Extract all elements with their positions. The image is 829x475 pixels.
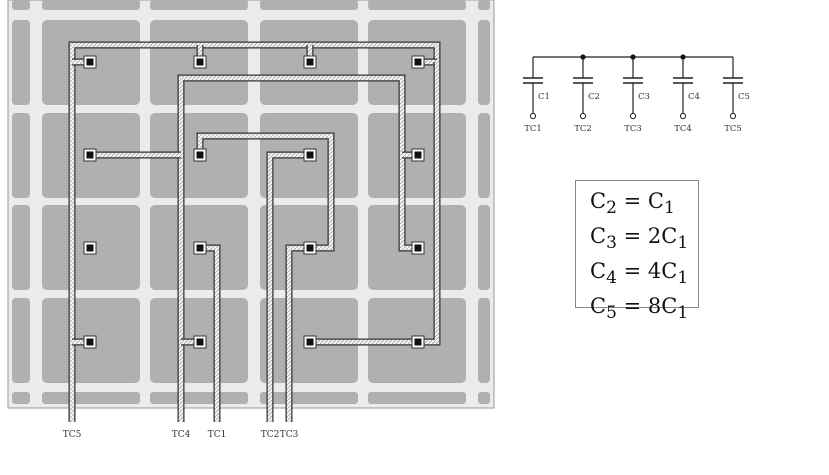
contact-via xyxy=(196,338,204,346)
contact-via xyxy=(306,338,314,346)
edge-cell xyxy=(150,392,248,404)
terminal-pin xyxy=(529,112,537,120)
edge-cell xyxy=(478,298,490,383)
terminal-label-tc5: TC5 xyxy=(724,124,742,134)
terminal-pin xyxy=(579,112,587,120)
wire xyxy=(69,42,440,422)
terminal-label-tc3: TC3 xyxy=(624,124,642,134)
edge-cell xyxy=(42,392,140,404)
edge-cell xyxy=(12,205,30,290)
wire xyxy=(267,152,310,422)
contact-via xyxy=(414,58,422,66)
terminal-label-tc1: TC1 xyxy=(524,124,542,134)
edge-cell xyxy=(12,113,30,198)
contact-via xyxy=(306,151,314,159)
edge-cell xyxy=(12,392,30,404)
cap-label-c1: C1 xyxy=(538,92,550,102)
ratio-equation: C4 = 4C1 xyxy=(590,259,689,288)
cap-label-c3: C3 xyxy=(638,92,650,102)
ratio-equation: C5 = 8C1 xyxy=(590,294,689,323)
contact-via xyxy=(414,244,422,252)
terminal-pin xyxy=(629,112,637,120)
edge-cell xyxy=(12,0,30,10)
contact-via xyxy=(86,338,94,346)
contact-via xyxy=(196,151,204,159)
wire xyxy=(310,62,440,345)
edge-cell xyxy=(12,20,30,105)
wire xyxy=(178,75,418,422)
contact-via xyxy=(414,151,422,159)
wire xyxy=(197,133,334,251)
ratio-equation: C3 = 2C1 xyxy=(590,224,689,253)
contact-via xyxy=(86,151,94,159)
cell-contacts xyxy=(83,55,425,349)
contact-via xyxy=(306,58,314,66)
edge-cell xyxy=(478,113,490,198)
edge-cell xyxy=(368,392,466,404)
terminal-label-tc5: TC5 xyxy=(63,430,82,440)
contact-via xyxy=(306,244,314,252)
terminal-label-tc1: TC1 xyxy=(208,430,227,440)
terminal-label-tc2: TC2 xyxy=(574,124,592,134)
wire xyxy=(286,245,310,422)
capacitor-schematic: C1 TC1 C2 TC2 C3 TC3 C4 TC4 C5 TC5 xyxy=(523,54,750,134)
edge-cell xyxy=(12,298,30,383)
edge-cell xyxy=(478,392,490,404)
edge-cell xyxy=(260,392,358,404)
edge-cell xyxy=(478,20,490,105)
edge-cell xyxy=(42,0,140,10)
contact-via xyxy=(196,58,204,66)
contact-via xyxy=(86,244,94,252)
edge-cell xyxy=(478,0,490,10)
terminal-pin xyxy=(729,112,737,120)
cap-label-c5: C5 xyxy=(738,92,750,102)
terminal-label-tc4: TC4 xyxy=(172,430,191,440)
terminal-label-tc4: TC4 xyxy=(674,124,692,134)
routing-wires xyxy=(68,41,441,422)
edge-cell xyxy=(260,0,358,10)
contact-via xyxy=(414,338,422,346)
edge-cell xyxy=(478,205,490,290)
contact-via xyxy=(86,58,94,66)
terminal-label-tc3: TC3 xyxy=(280,430,299,440)
ratio-equation: C2 = C1 xyxy=(590,189,675,218)
cap-label-c4: C4 xyxy=(688,92,700,102)
terminal-pin xyxy=(679,112,687,120)
contact-via xyxy=(196,244,204,252)
edge-cell xyxy=(368,0,466,10)
edge-cell xyxy=(150,0,248,10)
cap-label-c2: C2 xyxy=(588,92,600,102)
ratio-equations-box: C2 = C1 C3 = 2C1 C4 = 4C1 C5 = 8C1 xyxy=(575,180,699,323)
terminal-label-tc2: TC2 xyxy=(261,430,280,440)
bottom-terminal-labels: TC5 TC4 TC1 TC2 TC3 xyxy=(63,430,299,440)
